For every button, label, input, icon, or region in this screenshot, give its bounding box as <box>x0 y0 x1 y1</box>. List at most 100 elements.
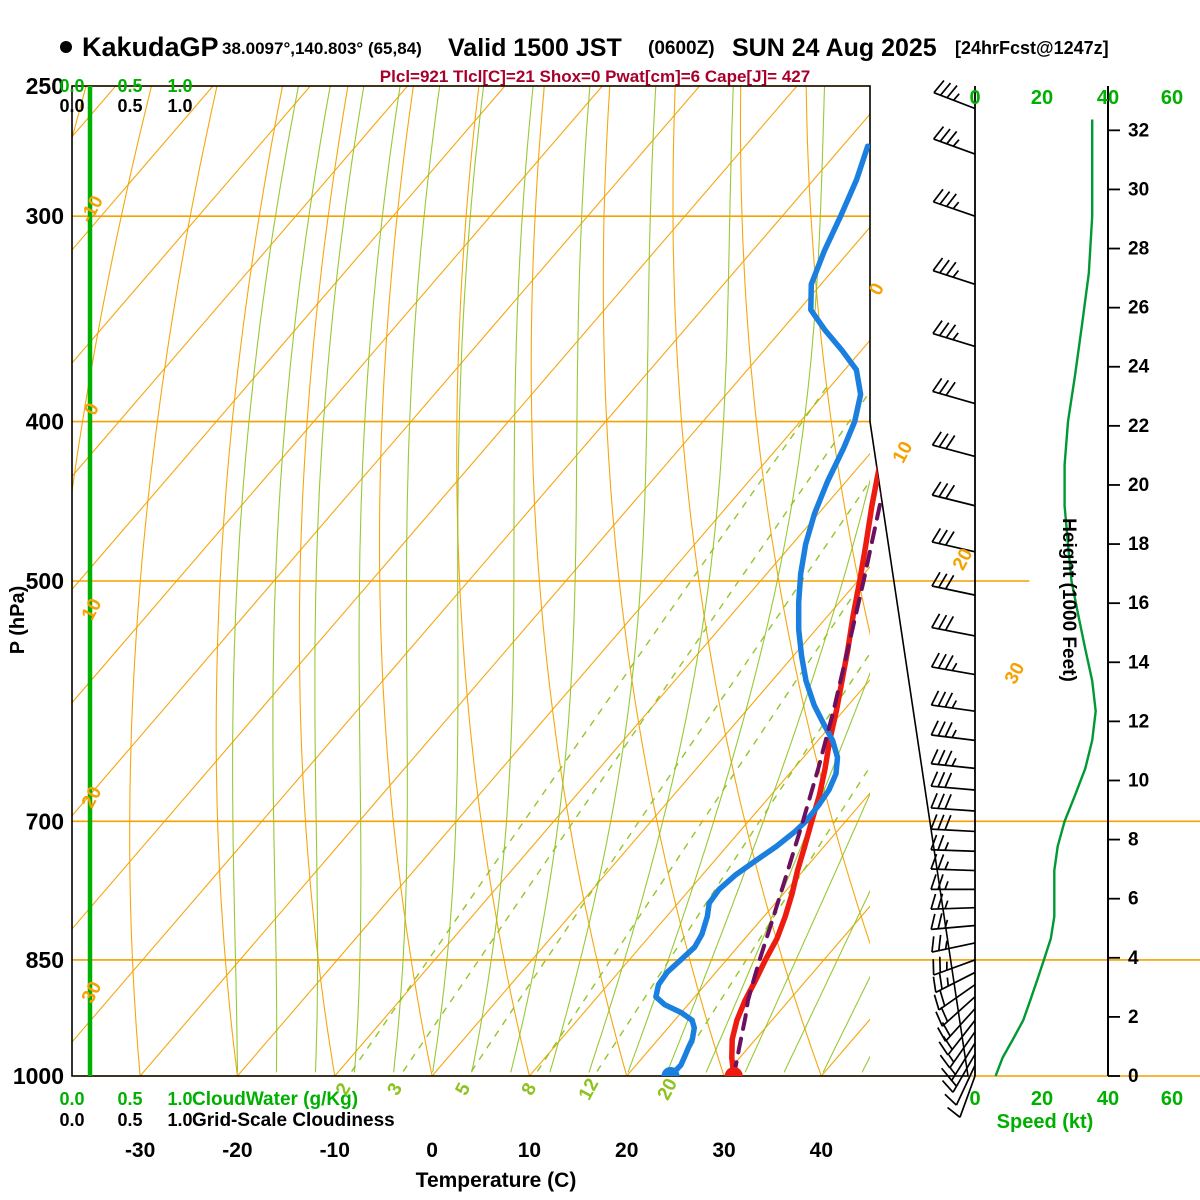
temperature-tick-label: -10 <box>320 1139 350 1162</box>
wind-barb <box>930 853 976 872</box>
wind-barb <box>932 971 976 994</box>
profile-dewpoint-line <box>653 143 871 1076</box>
height-tick-label: 12 <box>1128 711 1149 732</box>
wind-barb <box>931 571 976 596</box>
temperature-tick-label: 30 <box>712 1139 735 1162</box>
cloudiness-tick-label: 0.5 <box>117 1110 142 1130</box>
height-tick-label: 10 <box>1128 770 1149 791</box>
speed-axis-label: Speed (kt) <box>997 1111 1094 1133</box>
height-tick-label: 8 <box>1128 830 1139 851</box>
wind-barb <box>940 1042 976 1081</box>
plot-frame <box>71 85 969 1077</box>
pressure-tick-label: 300 <box>26 203 64 229</box>
height-tick-label: 20 <box>1128 475 1149 496</box>
pressure-tick-label: 500 <box>26 568 64 594</box>
temperature-tick-label: 40 <box>810 1139 833 1162</box>
mixing-ratio-label: 12 <box>575 1075 603 1104</box>
header: KakudaGP 38.0097°,140.803° (65,84) Valid 1… <box>60 32 1109 86</box>
wind-barb <box>941 1053 976 1093</box>
dry-adiabat-label-left: 10 <box>78 595 106 624</box>
wind-barb <box>933 984 976 1011</box>
cloudwater-tick-label-top: 0.5 <box>117 76 142 96</box>
dry-adiabat-label-right: 10 <box>889 438 917 467</box>
cloudiness-tick-label-top: 0.0 <box>59 96 84 116</box>
profile-temperature-line <box>729 116 948 1076</box>
dewpoint-surface-marker <box>661 1067 680 1076</box>
wind-barb <box>930 690 976 713</box>
wind-barb <box>933 79 976 110</box>
wind-barb <box>931 528 976 553</box>
temperature-tick-label: 10 <box>518 1139 541 1162</box>
dry-adiabat-label-right: 30 <box>1001 659 1029 688</box>
pressure-tick-label: 1000 <box>13 1063 64 1089</box>
cloudwater-tick-label-top: 0.0 <box>59 76 84 96</box>
speed-tick-label: 0 <box>969 1088 980 1110</box>
temperature-surface-marker <box>724 1067 743 1076</box>
dry-adiabat-label-left: 20 <box>78 783 106 812</box>
mixing-ratio-labels: 2 3 5 8 12 20 <box>332 1075 682 1104</box>
height-tick-label: 14 <box>1128 652 1150 673</box>
height-tick-label: 0 <box>1128 1066 1139 1087</box>
wind-barb <box>930 771 976 791</box>
station-coords: 38.0097°,140.803° (65,84) <box>222 39 422 58</box>
height-axis-label: Height (1000 Feet) <box>1058 518 1079 682</box>
temperature-tick-label: 20 <box>615 1139 638 1162</box>
pressure-tick-label: 250 <box>26 73 64 99</box>
wind-barb <box>932 956 976 976</box>
wind-barb <box>935 996 976 1027</box>
cloudiness-tick-label: 1.0 <box>167 1110 192 1130</box>
speed-tick-label: 20 <box>1031 1088 1053 1110</box>
temperature-tick-label: 0 <box>426 1139 438 1162</box>
pressure-tick-label: 400 <box>26 409 64 435</box>
wind-barb <box>932 377 976 405</box>
wind-barb <box>930 913 976 931</box>
height-tick-label: 16 <box>1128 593 1149 614</box>
wind-barb <box>930 720 976 742</box>
mixing-ratio-label: 5 <box>452 1079 476 1099</box>
temperature-axis-label: Temperature (C) <box>416 1169 577 1192</box>
speed-tick-label-top: 60 <box>1161 87 1183 109</box>
wind-barb <box>939 1031 976 1069</box>
mixing-ratio-label: 20 <box>654 1075 682 1104</box>
pressure-tick-label: 850 <box>26 947 64 973</box>
valid-time-utc: (0600Z) <box>648 38 715 59</box>
pressure-tick-label: 700 <box>26 808 64 834</box>
wind-barb <box>944 1064 976 1106</box>
mixing-ratio-label: 8 <box>518 1080 542 1099</box>
speed-tick-label-top: 0 <box>969 87 980 109</box>
station-marker-dot <box>60 41 72 53</box>
height-tick-label: 6 <box>1128 889 1139 910</box>
wind-barb <box>931 431 976 458</box>
height-tick-label: 30 <box>1128 179 1149 200</box>
skewt-gridlines <box>72 86 870 1076</box>
height-tick-label: 32 <box>1128 120 1149 141</box>
height-tick-label: 28 <box>1128 239 1149 260</box>
height-tick-label: 2 <box>1128 1007 1139 1028</box>
cloudwater-tick-label: 0.5 <box>117 1089 142 1109</box>
moist-adiabat-lines <box>232 86 870 1073</box>
wind-barb <box>930 834 976 853</box>
cloudiness-axis-label: Grid-Scale Cloudiness <box>192 1110 395 1131</box>
dry-adiabat-label-right: 20 <box>949 545 977 574</box>
mixing-ratio-lines <box>347 384 870 1076</box>
wind-barb <box>931 613 976 637</box>
profile-parcel-line <box>731 125 962 1076</box>
wind-barb <box>932 126 976 155</box>
speed-tick-label-top: 20 <box>1031 87 1053 109</box>
dry-adiabat-label-left: 30 <box>78 978 106 1007</box>
station-name: KakudaGP <box>82 32 219 62</box>
valid-time: Valid 1500 JST <box>448 34 622 62</box>
wind-barb <box>932 257 976 286</box>
wind-barb <box>947 1075 976 1119</box>
stability-parameters: Plcl=921 Tlcl[C]=21 Shox=0 Pwat[cm]=6 Ca… <box>380 67 810 86</box>
forecast-info: [24hrFcst@1247z] <box>955 38 1109 58</box>
speed-tick-label: 60 <box>1161 1088 1183 1110</box>
wind-barb-column <box>930 79 976 1119</box>
cloudwater-tick-label: 0.0 <box>59 1089 84 1109</box>
speed-tick-label: 40 <box>1097 1088 1119 1110</box>
wind-barb <box>930 814 976 833</box>
isobar-lines <box>72 85 1200 1077</box>
